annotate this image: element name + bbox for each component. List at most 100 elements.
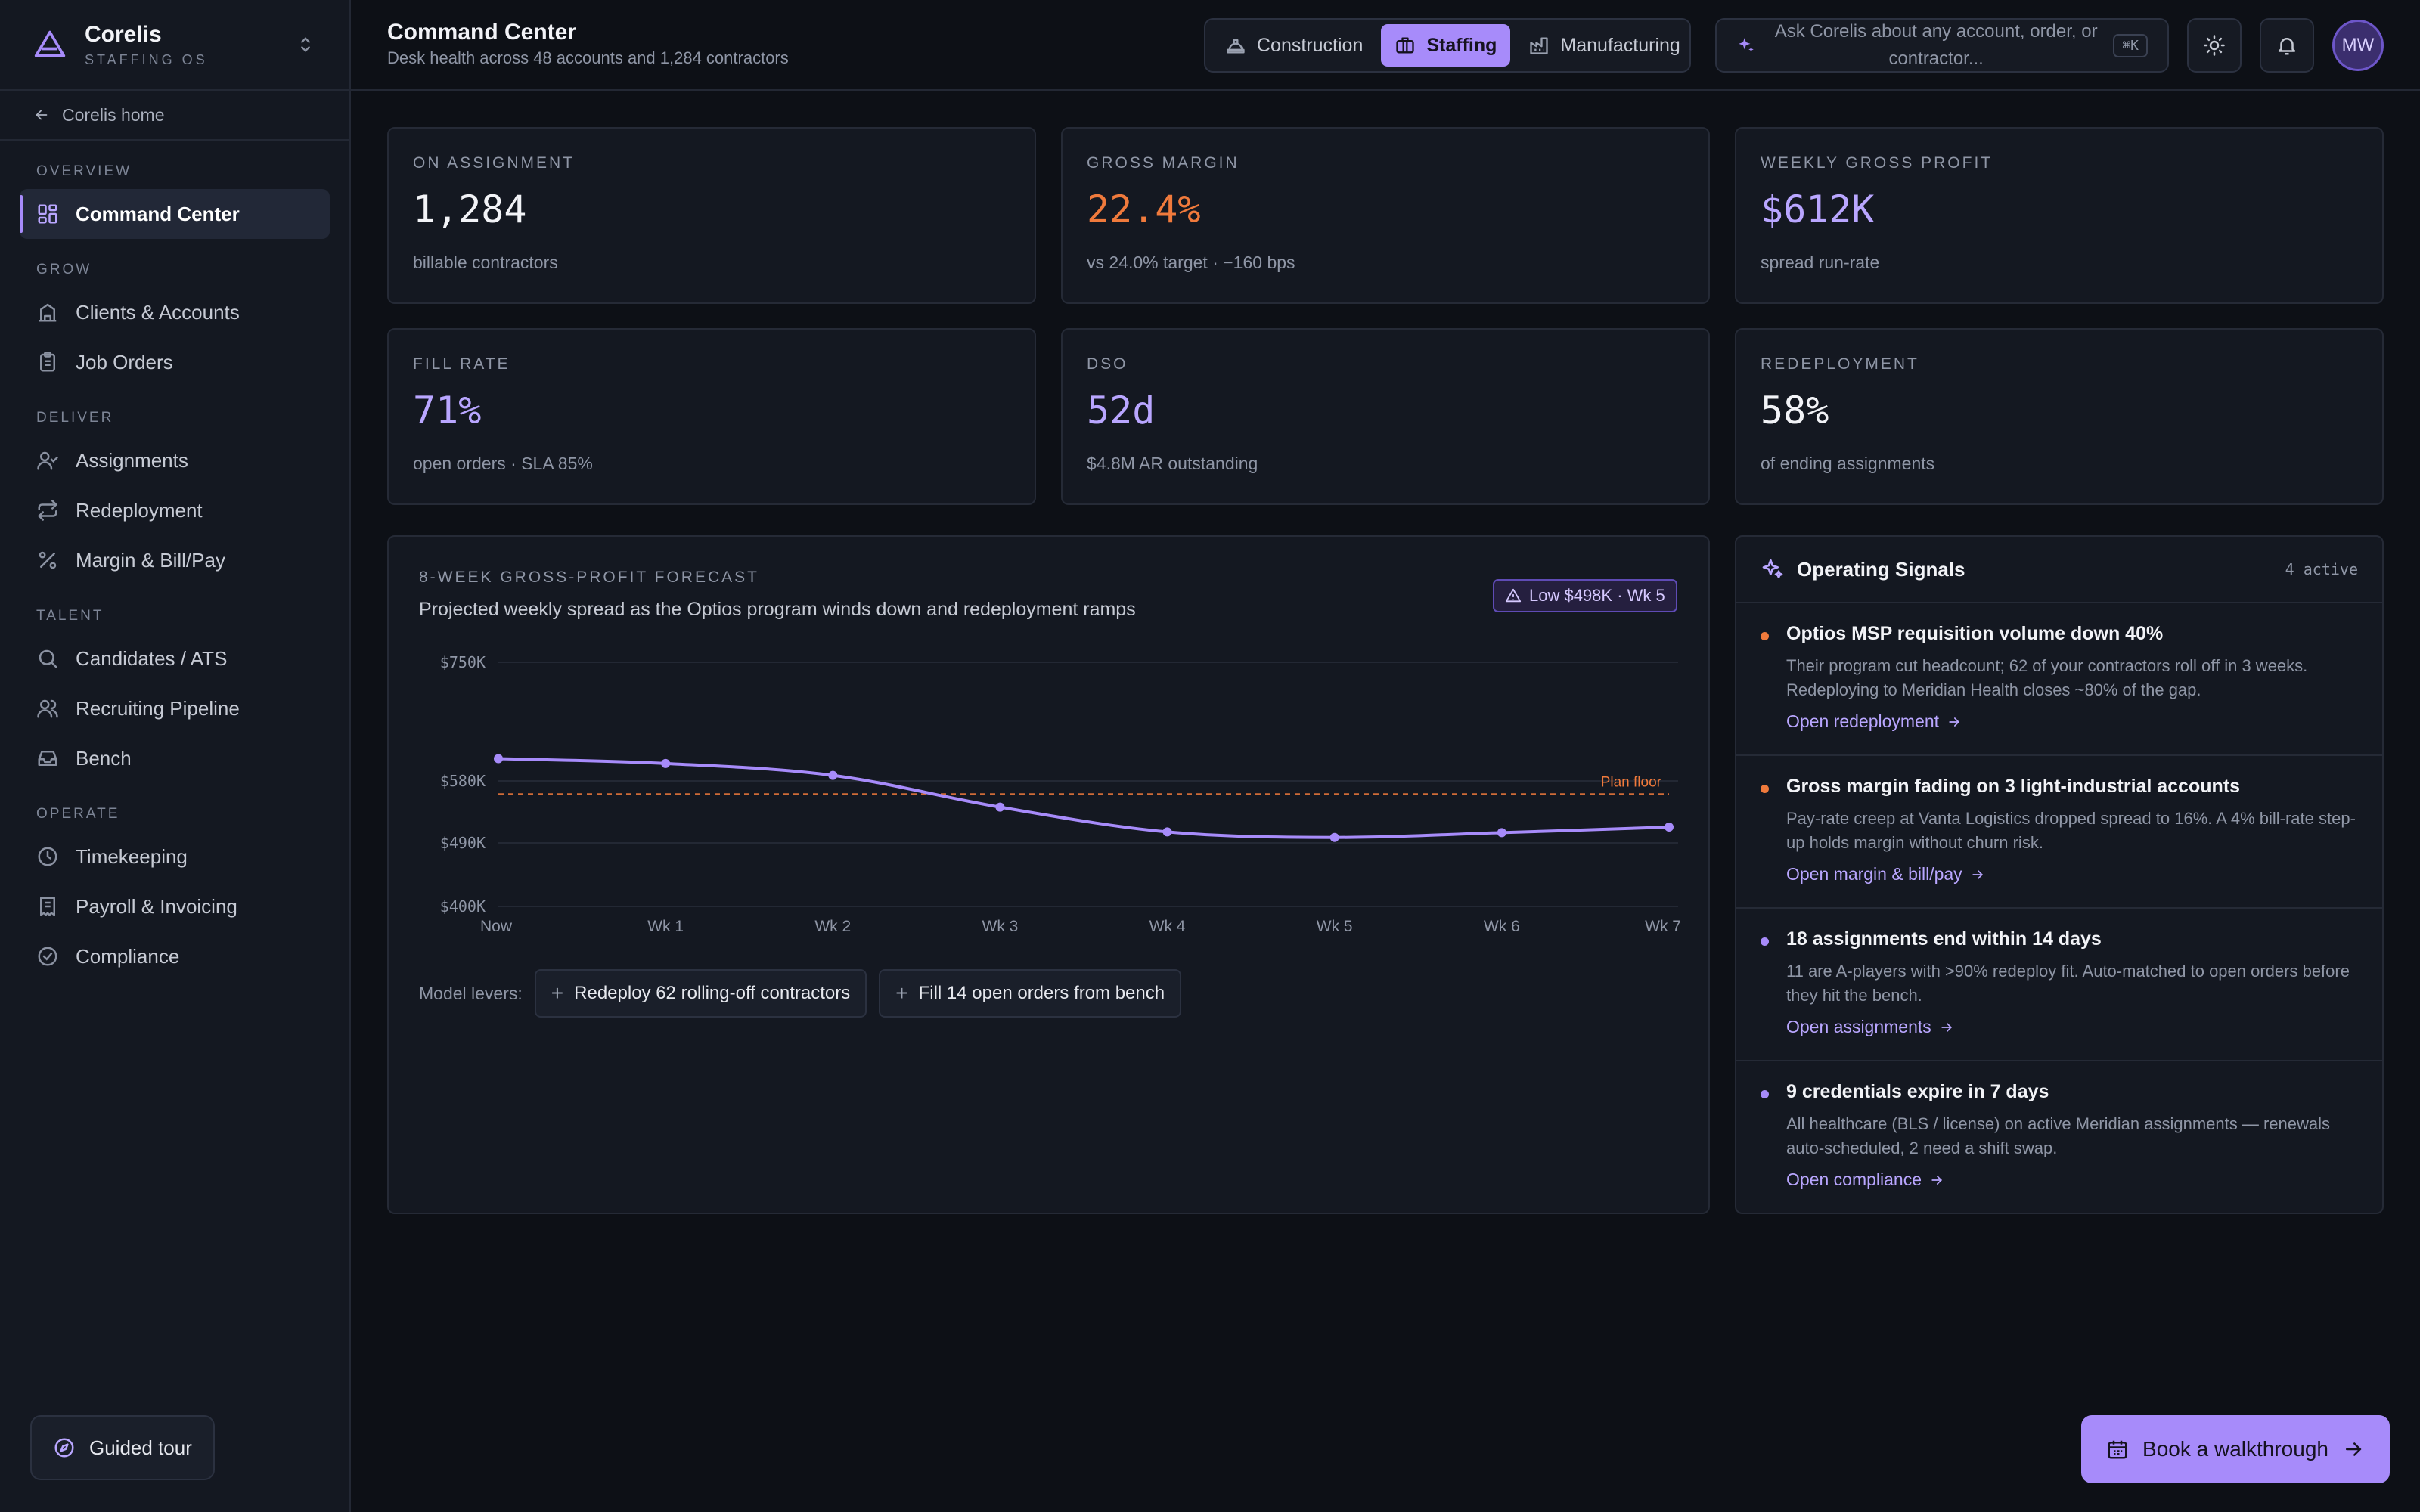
- data-point: [1665, 823, 1674, 832]
- theme-toggle-button[interactable]: [2187, 18, 2242, 73]
- hard-hat-icon: [1227, 39, 1245, 54]
- signals-header: Operating Signals 4 active: [1736, 537, 2382, 603]
- tab-label: Construction: [1257, 34, 1364, 56]
- sidebar-item-bench[interactable]: Bench: [20, 733, 330, 783]
- kpi-subtext: of ending assignments: [1761, 454, 1935, 473]
- y-tick-label: $580K: [440, 772, 486, 790]
- user-check-icon: [37, 451, 58, 470]
- x-tick-label: Now: [480, 918, 513, 935]
- signal-item: 18 assignments end within 14 days 11 are…: [1736, 909, 2382, 1061]
- ask-corelis-search[interactable]: Ask Corelis about any account, order, or…: [1715, 18, 2169, 73]
- signal-body: 11 are A-players with >90% redeploy fit.…: [1786, 962, 2350, 1005]
- brand-name: Corelis: [85, 21, 162, 47]
- kpi-card-on-assignment: ON ASSIGNMENT 1,284 billable contractors: [387, 127, 1036, 304]
- data-point: [661, 758, 671, 768]
- sidebar-item-redeployment[interactable]: Redeployment: [20, 485, 330, 535]
- data-point: [494, 754, 503, 764]
- open-margin-link[interactable]: Open margin & bill/pay: [1786, 864, 2358, 885]
- sidebar-item-margin-bill-pay[interactable]: Margin & Bill/Pay: [20, 535, 330, 585]
- nav-group-deliver: DELIVER Assignments Redeployment Margin …: [0, 410, 349, 585]
- lever-fill-bench-button[interactable]: + Fill 14 open orders from bench: [879, 969, 1182, 1018]
- kpi-card-fill-rate: FILL RATE 71% open orders · SLA 85%: [387, 328, 1036, 505]
- x-tick-label: Wk 1: [647, 918, 684, 935]
- nav-group-label: OPERATE: [36, 806, 120, 822]
- tab-label: Manufacturing: [1560, 34, 1680, 56]
- sidebar-item-job-orders[interactable]: Job Orders: [20, 337, 330, 387]
- sidebar-item-payroll-invoicing[interactable]: Payroll & Invoicing: [20, 881, 330, 931]
- arrow-right-icon: [1949, 717, 1960, 727]
- avatar[interactable]: MW: [2332, 20, 2384, 71]
- kpi-label: WEEKLY GROSS PROFIT: [1761, 154, 1993, 172]
- sidebar-item-label: Margin & Bill/Pay: [76, 548, 225, 572]
- sidebar-item-command-center[interactable]: Command Center: [20, 189, 330, 239]
- sidebar-item-compliance[interactable]: Compliance: [20, 931, 330, 981]
- sidebar-item-label: Command Center: [76, 202, 240, 225]
- severity-dot: [1761, 632, 1769, 640]
- y-tick-label: $400K: [440, 897, 486, 916]
- signal-body: Their program cut headcount; 62 of your …: [1786, 656, 2308, 699]
- data-point: [828, 770, 838, 780]
- sidebar-item-label: Payroll & Invoicing: [76, 894, 237, 918]
- corelis-logo-icon: [34, 30, 66, 57]
- data-point: [1497, 828, 1506, 838]
- kpi-subtext: spread run-rate: [1761, 253, 1880, 272]
- sidebar-item-candidates-ats[interactable]: Candidates / ATS: [20, 634, 330, 683]
- sidebar-item-assignments[interactable]: Assignments: [20, 435, 330, 485]
- kpi-card-gross-margin: GROSS MARGIN 22.4% vs 24.0% target · −16…: [1061, 127, 1710, 304]
- page-subtitle: Desk health across 48 accounts and 1,284…: [387, 48, 789, 67]
- brand-switcher[interactable]: Corelis STAFFING OS: [0, 0, 349, 91]
- book-walkthrough-button[interactable]: Book a walkthrough: [2081, 1415, 2390, 1483]
- forecast-card: $750K $580K $490K $400K Now Wk 1 Wk 2 Wk 3 Wk 4 W…: [387, 535, 1710, 1214]
- check-circle-icon: [38, 947, 57, 966]
- lever-redeploy-button[interactable]: + Redeploy 62 rolling-off contractors: [534, 969, 867, 1018]
- kpi-value: 22.4%: [1087, 187, 1201, 231]
- sidebar-item-clients-accounts[interactable]: Clients & Accounts: [20, 287, 330, 337]
- nav-group-label: TALENT: [36, 608, 104, 624]
- link-label: Open assignments: [1786, 1017, 1931, 1036]
- lever-label: Fill 14 open orders from bench: [918, 983, 1165, 1003]
- home-link[interactable]: Corelis home: [0, 91, 349, 141]
- badge-text: Low $498K · Wk 5: [1529, 586, 1665, 605]
- sidebar-item-label: Redeployment: [76, 498, 203, 522]
- sidebar-item-timekeeping[interactable]: Timekeeping: [20, 832, 330, 881]
- sidebar-item-recruiting-pipeline[interactable]: Recruiting Pipeline: [20, 683, 330, 733]
- percent-icon: [39, 551, 57, 569]
- page-title: Command Center: [387, 20, 577, 45]
- guided-tour-button[interactable]: Guided tour: [30, 1415, 215, 1480]
- kpi-value: $612K: [1761, 187, 1875, 231]
- repeat-icon: [37, 500, 58, 521]
- severity-dot: [1761, 785, 1769, 793]
- guided-tour-label: Guided tour: [89, 1436, 192, 1459]
- kpi-subtext: vs 24.0% target · −160 bps: [1087, 253, 1295, 272]
- signal-body: All healthcare (BLS / license) on active…: [1786, 1114, 2330, 1157]
- nav-group-overview: OVERVIEW Command Center: [0, 163, 349, 239]
- grid-icon: [38, 204, 57, 224]
- open-compliance-link[interactable]: Open compliance: [1786, 1170, 2358, 1190]
- signal-item: Gross margin fading on 3 light-industria…: [1736, 756, 2382, 909]
- tab-manufacturing[interactable]: Manufacturing: [1515, 24, 1693, 67]
- signal-title: Gross margin fading on 3 light-industria…: [1786, 776, 2241, 797]
- lever-label: Redeploy 62 rolling-off contractors: [574, 983, 851, 1003]
- sun-icon: [2204, 35, 2225, 56]
- arrow-right-icon: [1931, 1175, 1943, 1185]
- open-assignments-link[interactable]: Open assignments: [1786, 1017, 2358, 1037]
- tab-construction[interactable]: Construction: [1212, 24, 1376, 67]
- x-tick-label: Wk 5: [1317, 918, 1353, 935]
- kpi-subtext: $4.8M AR outstanding: [1087, 454, 1258, 473]
- model-levers: Model levers: + Redeploy 62 rolling-off …: [419, 969, 1193, 1018]
- severity-dot: [1761, 937, 1769, 946]
- plan-floor-label: Plan floor: [1601, 774, 1662, 790]
- arrow-right-icon: [2345, 1442, 2362, 1456]
- notifications-button[interactable]: [2260, 18, 2314, 73]
- arrow-right-icon: [1972, 869, 1983, 879]
- open-redeployment-link[interactable]: Open redeployment: [1786, 711, 2358, 732]
- kpi-value: 1,284: [413, 187, 527, 231]
- tab-staffing[interactable]: Staffing: [1381, 24, 1511, 67]
- warning-icon: [1505, 588, 1522, 603]
- sidebar-item-label: Compliance: [76, 944, 180, 968]
- kpi-label: FILL RATE: [413, 355, 510, 373]
- kpi-value: 58%: [1761, 389, 1829, 432]
- kpi-card-weekly-gross-profit: WEEKLY GROSS PROFIT $612K spread run-rat…: [1735, 127, 2384, 304]
- sparkles-icon: [1739, 38, 1754, 52]
- signals-count: 4 active: [2285, 560, 2358, 578]
